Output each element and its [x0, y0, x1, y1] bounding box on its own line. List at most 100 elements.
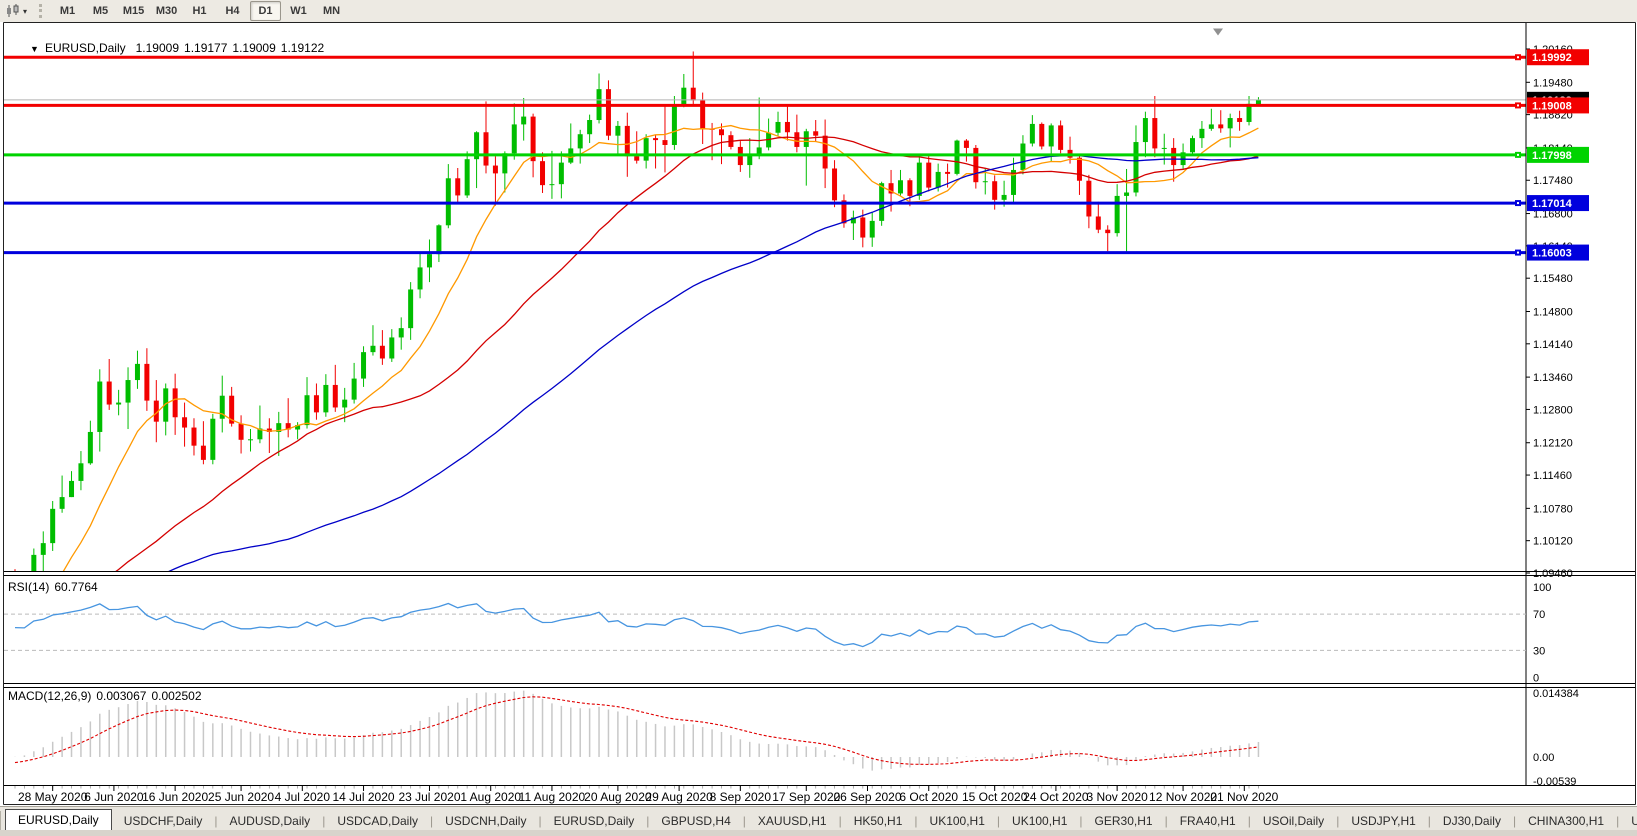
moving-average-10[interactable]	[15, 124, 1259, 623]
quote-close: 1.19122	[280, 41, 325, 55]
price-axis[interactable]: 1.201601.194801.188201.181401.174801.168…	[1525, 23, 1589, 788]
chart-tab-eurusd-daily[interactable]: EURUSD,Daily	[5, 809, 112, 831]
timeframe-button-m5[interactable]: M5	[92, 5, 109, 17]
level-badge-1.17998	[1527, 146, 1589, 163]
tab-separator: |	[322, 814, 326, 828]
chart-type-icon[interactable]	[4, 3, 22, 19]
moving-average-65[interactable]	[15, 154, 1259, 589]
chart-tab-uk100-h1[interactable]: UK100,H1	[929, 814, 985, 828]
tab-separator: |	[1247, 814, 1251, 828]
date-label: 12 Nov 2020	[1149, 790, 1217, 804]
timeframe-button-m1[interactable]: M1	[59, 5, 76, 17]
chart-tab-hk50-h1[interactable]: HK50,H1	[853, 814, 903, 828]
main-price-pane[interactable]	[4, 51, 1526, 622]
date-label: 15 Oct 2020	[962, 790, 1028, 804]
chart-tab-usoil-daily[interactable]: USOil,Daily	[1262, 814, 1325, 828]
timeframe-button-h1[interactable]: H1	[192, 5, 207, 17]
svg-text:1.17998: 1.17998	[1532, 150, 1572, 162]
chart-tab-usoil-h1[interactable]: USOil,H1	[1631, 814, 1637, 828]
tab-separator: |	[1427, 814, 1431, 828]
rsi-scale-label: 30	[1533, 645, 1545, 657]
chart-tab-china300-h1[interactable]: CHINA300,H1	[1528, 814, 1605, 828]
date-label: 25 Jun 2020	[208, 790, 274, 804]
chart-tab-usdcad-daily[interactable]: USDCAD,Daily	[337, 814, 418, 828]
date-label: 6 Jun 2020	[84, 790, 144, 804]
timeframe-buttons: M1 M5 M15 M30 H1 H4 D1 W1 MN	[51, 1, 348, 21]
level-badge-1.17014	[1527, 195, 1589, 212]
date-label: 29 Aug 2020	[645, 790, 713, 804]
tab-separator: |	[1079, 814, 1083, 828]
rsi-value: 60.7764	[54, 580, 98, 594]
rsi-scale-label: 70	[1533, 609, 1545, 621]
chart-tab-ger30-h1[interactable]: GER30,H1	[1094, 814, 1153, 828]
chart-tab-fra40-h1[interactable]: FRA40,H1	[1179, 814, 1236, 828]
quote-high: 1.19177	[184, 41, 228, 55]
timeframe-button-m30[interactable]: M30	[155, 5, 178, 17]
chart-shift-marker[interactable]	[1213, 28, 1223, 36]
date-label: 23 Jul 2020	[398, 790, 460, 804]
tab-bar-stub[interactable]	[0, 811, 1, 831]
chart-tab-bar: EURUSD,Daily USDCHF,Daily | AUDUSD,Daily | US…	[0, 806, 1637, 831]
tab-separator: |	[430, 814, 434, 828]
rsi-line	[14, 602, 1259, 648]
price-tick-label: 1.16800	[1533, 209, 1573, 221]
price-tick-label: 1.10780	[1533, 503, 1573, 515]
rsi-scale-label: 100	[1533, 582, 1551, 594]
price-tick-label: 1.09460	[1533, 568, 1573, 580]
timeframe-button-mn[interactable]: MN	[322, 5, 341, 17]
rsi-scale-label: 0	[1533, 673, 1539, 685]
date-label: 20 Aug 2020	[584, 790, 652, 804]
chart-tab-dj30-daily[interactable]: DJ30,Daily	[1442, 814, 1501, 828]
date-label: 1 Aug 2020	[460, 790, 521, 804]
rsi-pane[interactable]	[4, 602, 1526, 651]
chart-type-dropdown-caret[interactable]: ▾	[23, 6, 28, 16]
chart-tab-gbpusd-h4[interactable]: GBPUSD,H4	[661, 814, 731, 828]
macd-indicator-label: MACD(12,26,9) 0.003067 0.002502	[8, 689, 207, 703]
chart-tab-usdchf-daily[interactable]: USDCHF,Daily	[123, 814, 203, 828]
tabs-holder: EURUSD,Daily USDCHF,Daily | AUDUSD,Daily | US…	[1, 809, 1637, 831]
price-tick-label: 1.19480	[1533, 77, 1573, 89]
tab-separator: |	[914, 814, 918, 828]
timeframe-button-h4[interactable]: H4	[225, 5, 240, 17]
tab-separator: |	[1336, 814, 1340, 828]
macd-scale-label: 0.014384	[1533, 688, 1579, 700]
macd-pane[interactable]	[14, 690, 1260, 771]
chart-tab-audusd-daily[interactable]: AUDUSD,Daily	[229, 814, 311, 828]
price-tick-label: 1.10120	[1533, 536, 1573, 548]
collapse-triangle-icon[interactable]: ▼	[30, 44, 39, 54]
svg-text:1.19992: 1.19992	[1532, 52, 1572, 64]
timeframe-button-w1[interactable]: W1	[290, 5, 307, 17]
tab-separator: |	[1164, 814, 1168, 828]
chart-tab-uk100-h1[interactable]: UK100,H1	[1012, 814, 1068, 828]
quote-low: 1.19009	[232, 41, 276, 55]
macd-scale-label: 0.00	[1533, 752, 1554, 764]
chart-tab-xauusd-h1[interactable]: XAUUSD,H1	[757, 814, 827, 828]
macd-signal-value: 0.002502	[151, 689, 202, 703]
date-label: 11 Aug 2020	[519, 790, 586, 804]
price-tick-label: 1.14140	[1533, 339, 1573, 351]
svg-text:1.17014: 1.17014	[1532, 198, 1573, 210]
chart-tab-usdjpy-h1[interactable]: USDJPY,H1	[1351, 814, 1416, 828]
moving-average-30[interactable]	[15, 136, 1259, 617]
price-tick-label: 1.13460	[1533, 372, 1573, 384]
chart-canvas[interactable]: 1.201601.194801.188201.181401.174801.168…	[0, 22, 1637, 806]
date-label: 28 May 2020	[18, 790, 88, 804]
status-strip	[0, 830, 1637, 836]
quote-open: 1.19009	[135, 41, 180, 55]
chart-symbol-label: EURUSD,Daily	[44, 41, 126, 55]
chart-tab-eurusd-daily[interactable]: EURUSD,Daily	[553, 814, 635, 828]
price-tick-label: 1.12800	[1533, 404, 1573, 416]
date-label: 3 Nov 2020	[1086, 790, 1148, 804]
tab-separator: |	[646, 814, 650, 828]
toolbar-grip[interactable]	[39, 4, 45, 18]
tab-separator: |	[214, 814, 218, 828]
timeframe-toolbar: ▾ M1 M5 M15 M30 H1 H4 D1 W1 MN	[0, 0, 1637, 23]
chart-tab-usdcnh-daily[interactable]: USDCNH,Daily	[445, 814, 527, 828]
tab-separator: |	[1616, 814, 1620, 828]
timeframe-button-d1[interactable]: D1	[250, 1, 282, 21]
level-badge-1.19008	[1527, 97, 1589, 114]
price-tick-label: 1.14800	[1533, 306, 1573, 318]
timeframe-button-m15[interactable]: M15	[122, 5, 145, 17]
